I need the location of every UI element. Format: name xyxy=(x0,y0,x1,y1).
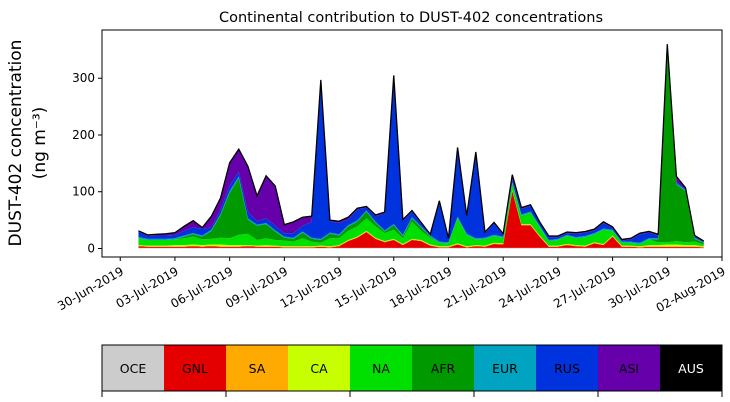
legend-swatch-afr xyxy=(412,345,475,391)
y-tick-label: 200 xyxy=(72,128,95,142)
legend-swatch-sa xyxy=(226,345,289,391)
area-na xyxy=(138,183,704,247)
y-tick-label: 300 xyxy=(72,71,95,85)
legend-swatch-na xyxy=(350,345,413,391)
legend-frame xyxy=(101,344,723,392)
y-axis: 0 100 200 300 xyxy=(72,71,102,255)
x-axis: 30-Jun-201903-Jul-201906-Jul-201909-Jul-… xyxy=(55,257,728,315)
y-axis-label-line1: DUST-402 concentration xyxy=(6,40,26,247)
y-axis-label: DUST-402 concentration (ng m⁻³) xyxy=(6,40,50,247)
legend-swatch-eur xyxy=(474,345,537,391)
chart-title: Continental contribution to DUST-402 con… xyxy=(219,10,603,26)
legend-label-oce: OCE xyxy=(120,361,147,376)
stacked-areas xyxy=(138,44,704,249)
legend-label-eur: EUR xyxy=(492,361,518,376)
legend-label-na: NA xyxy=(372,361,390,376)
area-oce xyxy=(138,247,704,249)
legend-swatch-gnl xyxy=(164,345,227,391)
legend-label-gnl: GNL xyxy=(182,361,208,376)
legend-label-asi: ASI xyxy=(619,361,639,376)
legend-label-aus: AUS xyxy=(678,361,704,376)
legend-swatch-asi xyxy=(598,345,661,391)
legend-swatch-aus xyxy=(660,345,723,391)
legend-label-ca: CA xyxy=(310,361,328,376)
legend-label-rus: RUS xyxy=(554,361,580,376)
y-tick-label: 100 xyxy=(72,185,95,199)
y-tick-label: 0 xyxy=(87,241,95,255)
legend-label-sa: SA xyxy=(249,361,266,376)
total-outline xyxy=(138,44,705,242)
legend-swatch-oce xyxy=(102,345,165,391)
area-afr xyxy=(138,49,704,245)
legend: OCE GNL SA CA NA AFR EUR RUS ASI AUS xyxy=(101,344,723,397)
legend-label-afr: AFR xyxy=(431,361,456,376)
plot-frame xyxy=(101,29,723,258)
legend-swatch-ca xyxy=(288,345,351,391)
x-tick-label: 30-Jun-2019 xyxy=(55,264,126,313)
y-axis-label-line2: (ng m⁻³) xyxy=(30,107,50,180)
legend-swatch-rus xyxy=(536,345,599,391)
